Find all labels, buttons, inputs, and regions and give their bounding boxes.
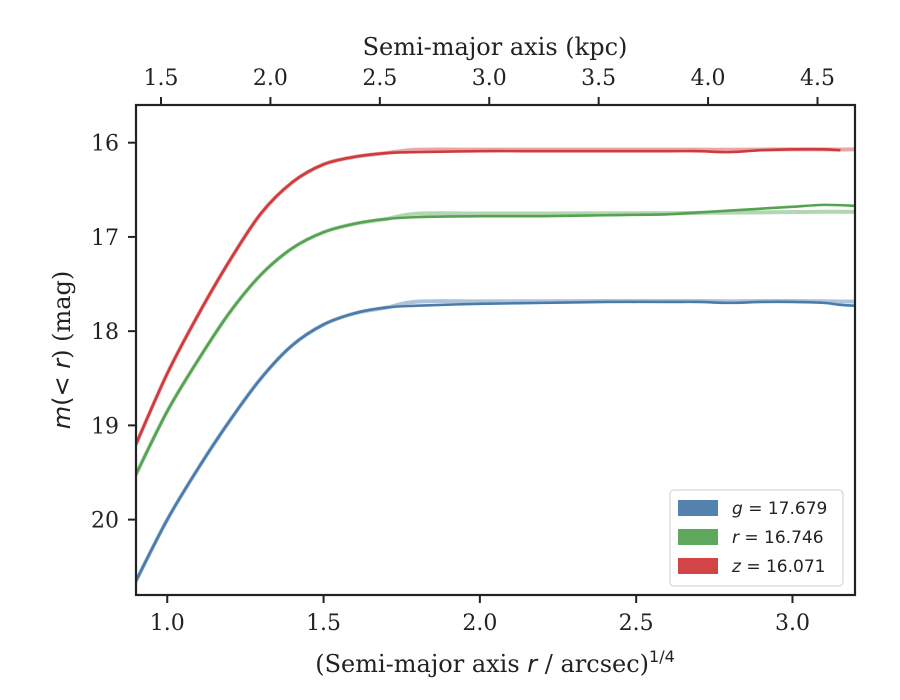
x-axis-title: (Semi-major axis r / arcsec)1/4 [315,647,675,678]
x-tick-label: 1.0 [150,611,185,636]
top-axis-title: Semi-major axis (kpc) [363,33,628,61]
y-axis-title: m(< r) (mag) [48,271,76,430]
x-tick-label: 2.0 [462,611,497,636]
legend-label-r: r = 16.746 [732,528,824,548]
top-tick-label: 4.5 [800,66,835,91]
y-tick-label: 17 [91,226,119,251]
y-tick-label: 16 [91,132,119,157]
series-g-line [136,300,855,583]
y-tick-label: 19 [91,414,119,439]
top-tick-label: 4.0 [691,66,726,91]
top-tick-label: 3.0 [472,66,507,91]
x-tick-label: 2.5 [619,611,654,636]
legend-label-z: z = 16.071 [731,557,825,577]
top-tick-label: 2.0 [253,66,288,91]
legend-label-g: g = 17.679 [732,499,827,519]
top-tick-label: 3.5 [581,66,616,91]
y-tick-label: 20 [91,509,119,534]
legend-swatch-z [678,558,718,574]
x-tick-label: 3.0 [775,611,810,636]
top-tick-label: 1.5 [144,66,179,91]
legend-swatch-g [678,500,718,516]
plot-frame [134,103,857,597]
series-z-line [136,147,841,446]
y-tick-label: 18 [91,320,119,345]
legend: g = 17.679 r = 16.746 z = 16.071 [669,489,844,587]
x-tick-label: 1.5 [306,611,341,636]
top-tick-label: 2.5 [362,66,397,91]
legend-swatch-r [678,529,718,545]
series-r-line [136,203,855,476]
